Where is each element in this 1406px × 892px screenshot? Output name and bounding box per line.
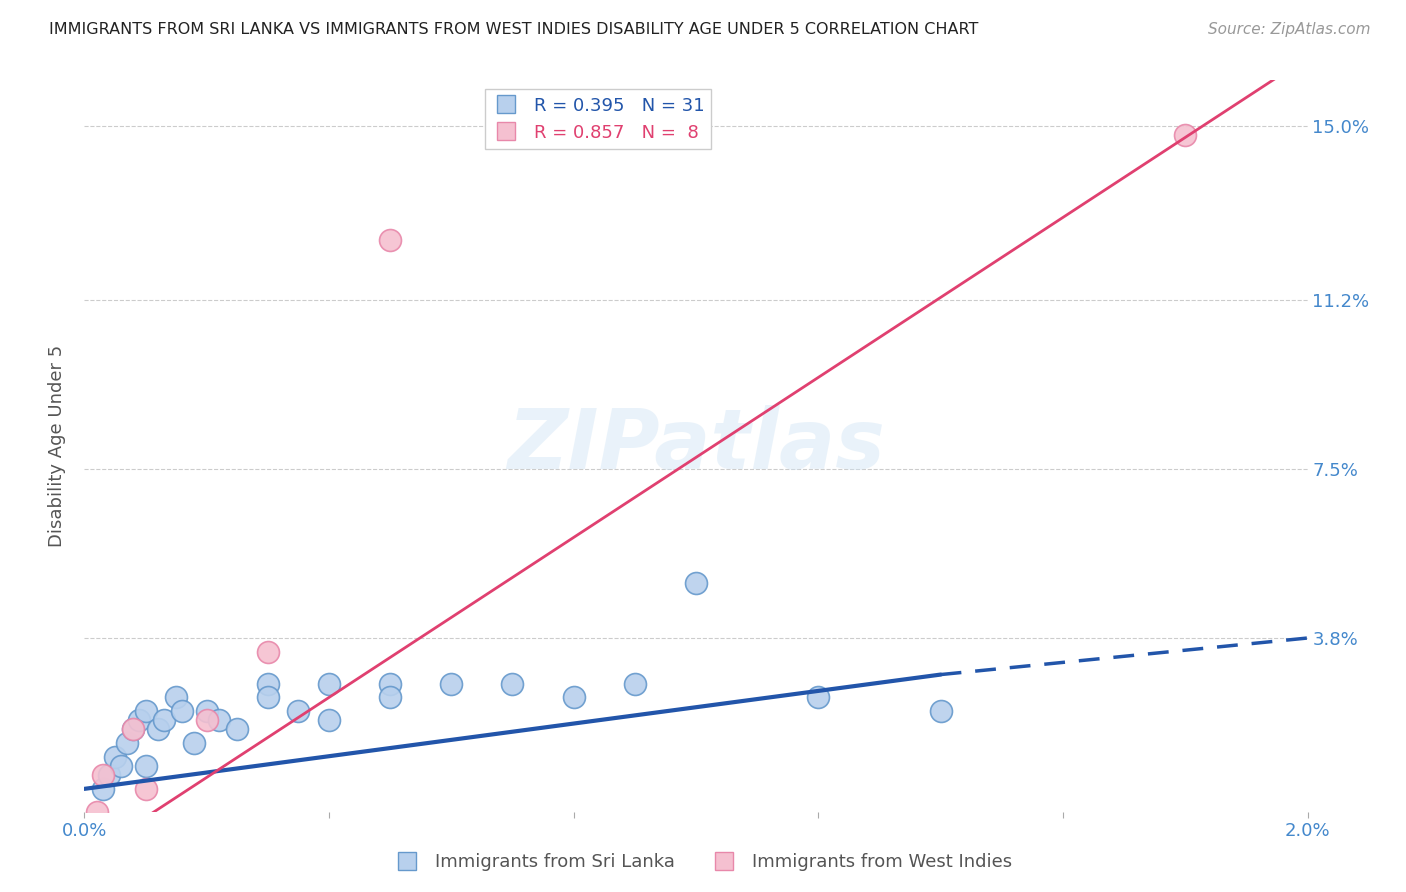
Point xyxy=(685,576,707,591)
Point xyxy=(380,690,402,705)
Point xyxy=(128,714,150,728)
Point xyxy=(165,690,187,705)
Legend: Immigrants from Sri Lanka, Immigrants from West Indies: Immigrants from Sri Lanka, Immigrants fr… xyxy=(387,847,1019,879)
Point xyxy=(135,704,157,718)
Point xyxy=(195,714,218,728)
Point xyxy=(115,736,138,750)
Point xyxy=(929,704,952,718)
Point xyxy=(287,704,309,718)
Point xyxy=(318,714,340,728)
Point xyxy=(226,723,249,737)
Text: ZIPatlas: ZIPatlas xyxy=(508,406,884,486)
Point xyxy=(135,759,157,773)
Point xyxy=(91,768,114,782)
Point xyxy=(183,736,205,750)
Legend: R = 0.395   N = 31, R = 0.857   N =  8: R = 0.395 N = 31, R = 0.857 N = 8 xyxy=(485,89,711,149)
Point xyxy=(380,233,402,247)
Point xyxy=(624,676,647,690)
Point xyxy=(122,723,145,737)
Point xyxy=(122,723,145,737)
Point xyxy=(146,723,169,737)
Point xyxy=(172,704,194,718)
Point xyxy=(86,805,108,819)
Y-axis label: Disability Age Under 5: Disability Age Under 5 xyxy=(48,345,66,547)
Point xyxy=(91,781,114,796)
Point xyxy=(257,645,280,659)
Point xyxy=(257,676,280,690)
Point xyxy=(97,768,120,782)
Point xyxy=(135,781,157,796)
Point xyxy=(318,676,340,690)
Text: IMMIGRANTS FROM SRI LANKA VS IMMIGRANTS FROM WEST INDIES DISABILITY AGE UNDER 5 : IMMIGRANTS FROM SRI LANKA VS IMMIGRANTS … xyxy=(49,22,979,37)
Point xyxy=(502,676,524,690)
Point xyxy=(104,749,127,764)
Point xyxy=(195,704,218,718)
Point xyxy=(380,676,402,690)
Text: Source: ZipAtlas.com: Source: ZipAtlas.com xyxy=(1208,22,1371,37)
Point xyxy=(257,690,280,705)
Point xyxy=(208,714,231,728)
Point xyxy=(440,676,463,690)
Point xyxy=(562,690,585,705)
Point xyxy=(1174,128,1197,143)
Point xyxy=(807,690,830,705)
Point xyxy=(110,759,132,773)
Point xyxy=(153,714,176,728)
